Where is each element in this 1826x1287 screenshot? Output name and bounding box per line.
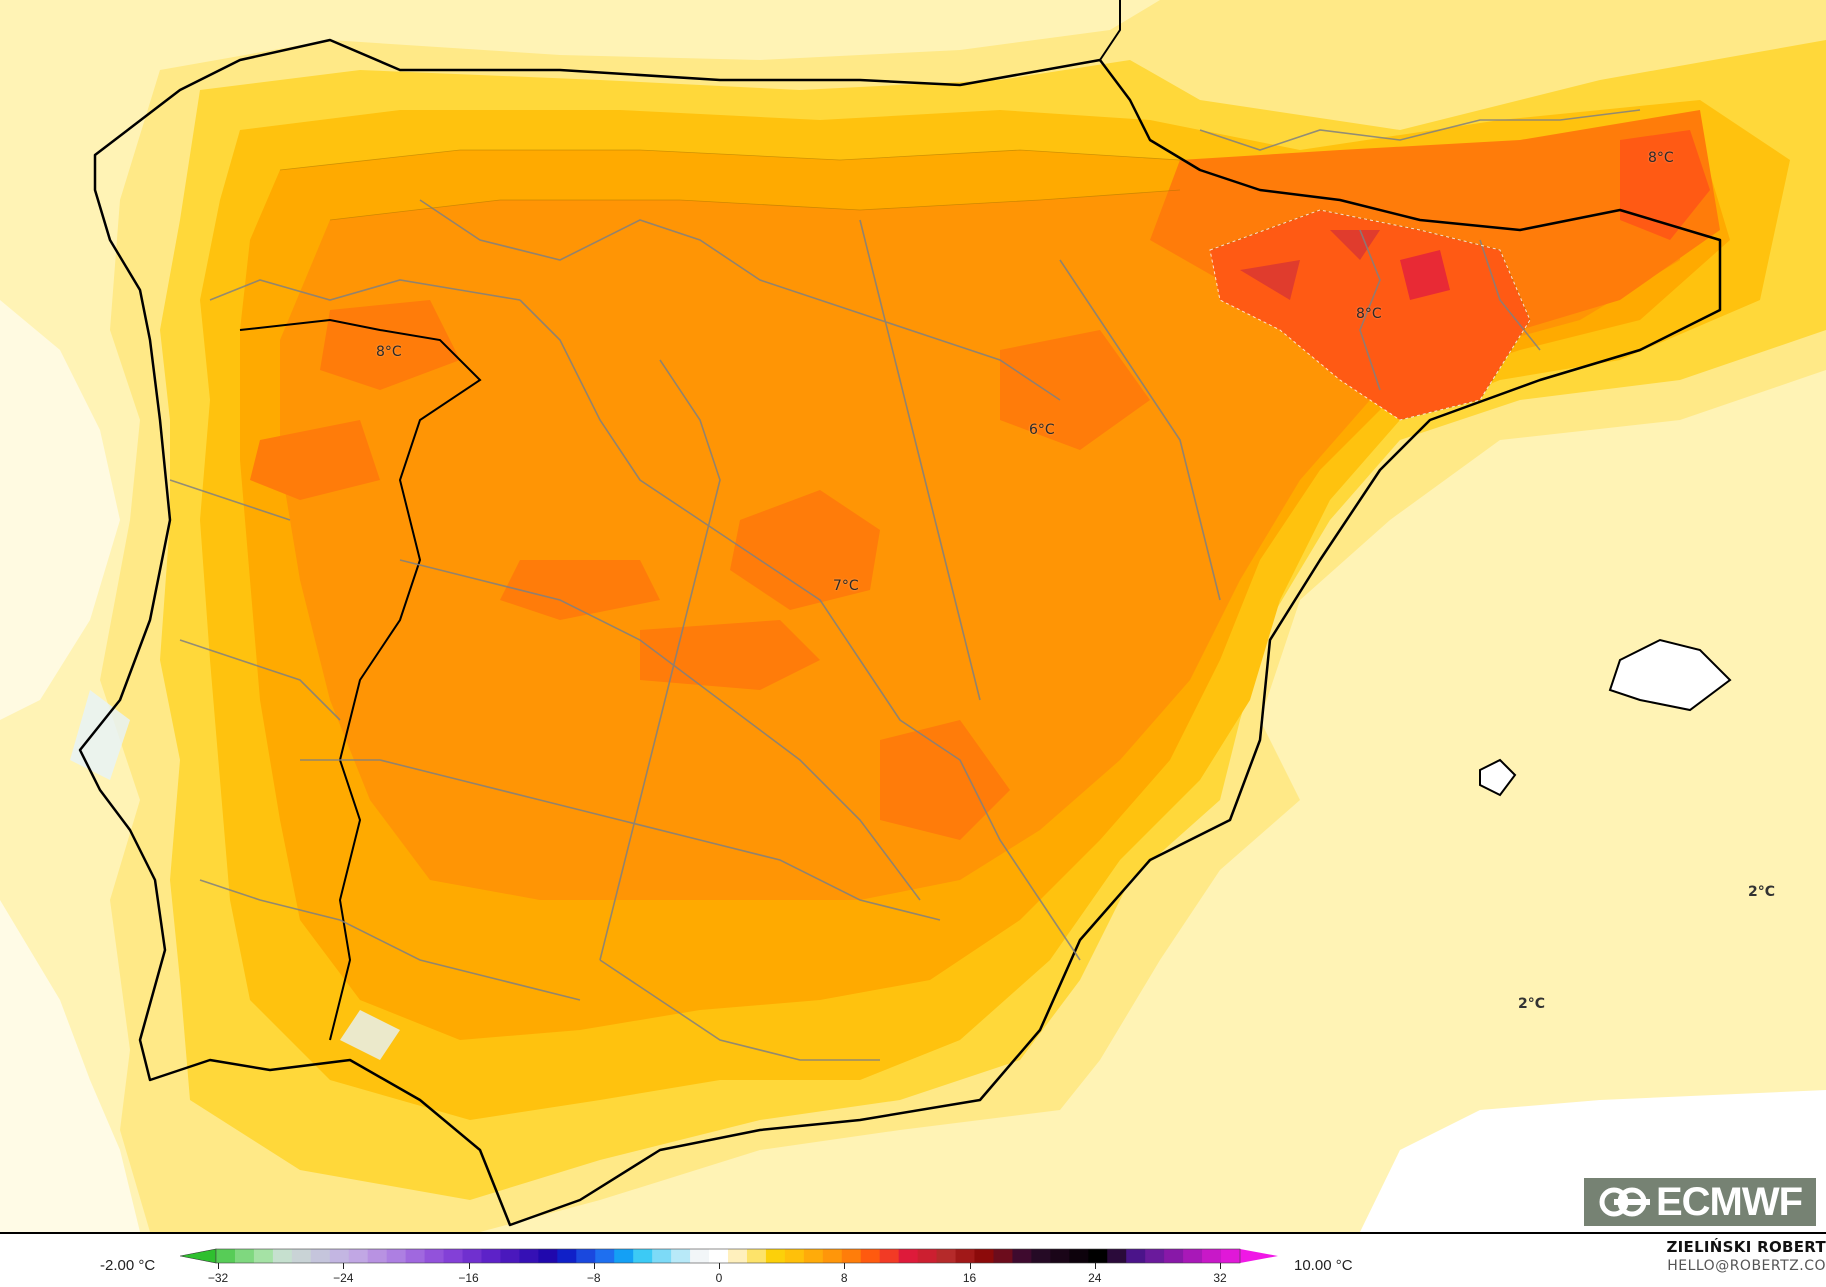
colorbar-tick-mark xyxy=(468,1263,470,1269)
colorbar-tick-label: −24 xyxy=(333,1271,354,1285)
colorbar-tick-label: 0 xyxy=(715,1271,723,1285)
colorbar-tick-label: −8 xyxy=(586,1271,601,1285)
colorbar-tick-mark xyxy=(218,1263,219,1269)
ecmwf-logo-text: ECMWF xyxy=(1655,1180,1803,1224)
colorbar-tick-label: −32 xyxy=(207,1271,229,1285)
temp-label-soria: 6°C xyxy=(1029,422,1055,438)
colorbar-max-label: 10.00 °C xyxy=(1294,1257,1353,1274)
temp-label-sea-east: 2°C xyxy=(1748,884,1776,900)
author-credit: ZIELIŃSKI ROBERT HELLO@ROBERTZ.CO xyxy=(1666,1238,1826,1274)
colorbar-tick-mark xyxy=(844,1263,846,1269)
colorbar-tick-label: 8 xyxy=(840,1271,848,1285)
ecmwf-logo: ECMWF xyxy=(1584,1178,1816,1226)
colorbar-tick-mark xyxy=(969,1263,971,1269)
colorbar-tick-mark xyxy=(719,1263,720,1269)
temp-label-sea-south: 2°C xyxy=(1518,996,1546,1012)
temp-label-ebro: 8°C xyxy=(1356,306,1382,322)
colorbar-tick-mark xyxy=(1094,1263,1096,1269)
colorbar-legend: -2.00 °C 10.00 °C ZIELIŃSKI ROBERT HELLO… xyxy=(0,1234,1826,1287)
colorbar-tick-label: 32 xyxy=(1213,1271,1227,1285)
author-email: HELLO@ROBERTZ.CO xyxy=(1667,1258,1826,1274)
colorbar-tick-mark xyxy=(593,1263,595,1269)
colorbar-tick-label: 16 xyxy=(962,1271,977,1285)
contour-map-graphic xyxy=(0,0,1826,1232)
ecmwf-emblem-icon xyxy=(1599,1187,1650,1217)
colorbar-tick-mark xyxy=(1220,1263,1221,1269)
author-name: ZIELIŃSKI ROBERT xyxy=(1666,1238,1826,1256)
temp-label-galicia-leon: 8°C xyxy=(376,344,402,360)
temperature-map: 8°C 6°C 7°C 8°C 8°C 2°C 2°C ECMWF xyxy=(0,0,1826,1234)
colorbar-tick-mark xyxy=(343,1263,345,1269)
temp-label-madrid: 7°C xyxy=(833,578,859,594)
colorbar-min-label: -2.00 °C xyxy=(100,1257,156,1274)
colorbar-gradient xyxy=(180,1248,1278,1264)
colorbar-tick-label: 24 xyxy=(1088,1271,1102,1285)
temp-label-catalonia: 8°C xyxy=(1648,150,1674,166)
colorbar-tick-label: −16 xyxy=(458,1271,479,1285)
